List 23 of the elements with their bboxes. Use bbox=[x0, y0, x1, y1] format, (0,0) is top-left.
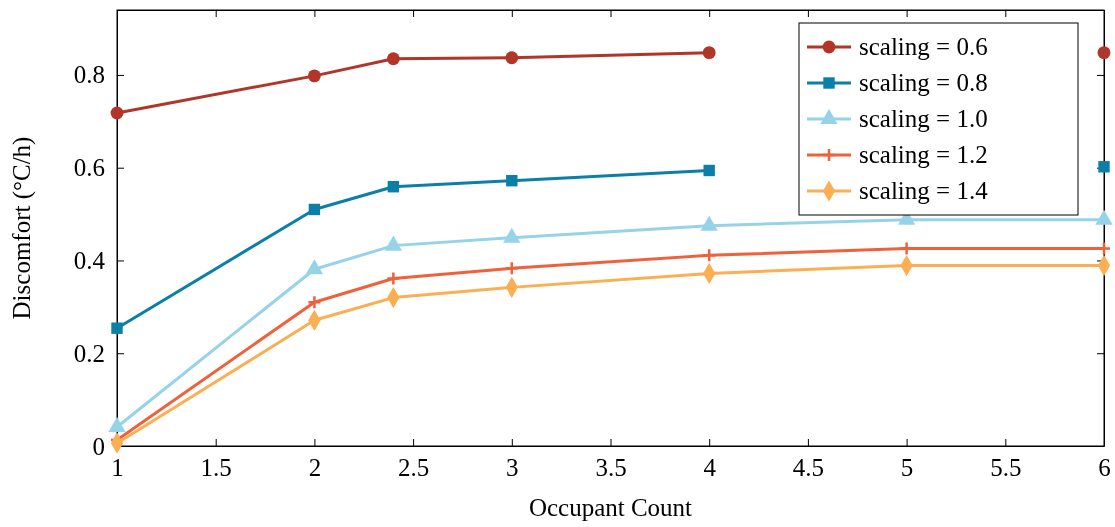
y-tick-label: 0.4 bbox=[73, 246, 106, 274]
x-tick-label: 3 bbox=[506, 453, 519, 481]
x-tick-label: 5.5 bbox=[990, 453, 1022, 481]
x-tick-label: 2 bbox=[308, 453, 322, 481]
y-tick-label: 0.2 bbox=[73, 339, 105, 367]
x-tick-label: 1 bbox=[111, 453, 124, 481]
legend-label: scaling = 0.8 bbox=[859, 69, 988, 96]
legend-label: scaling = 1.2 bbox=[859, 141, 988, 168]
legend-label: scaling = 1.4 bbox=[859, 177, 989, 204]
y-axis-title: Discomfort (°C/h) bbox=[8, 136, 36, 320]
legend-label: scaling = 1.0 bbox=[859, 105, 988, 132]
x-axis-title: Occupant Count bbox=[528, 494, 693, 521]
x-tick-label: 4.5 bbox=[792, 453, 825, 481]
x-tick-label: 3.5 bbox=[595, 453, 627, 481]
x-tick-label: 2.5 bbox=[397, 453, 430, 481]
y-tick-label: 0 bbox=[92, 432, 105, 460]
y-tick-label: 0.6 bbox=[73, 154, 105, 182]
x-tick-label: 4 bbox=[703, 453, 717, 481]
x-tick-label: 6 bbox=[1098, 453, 1111, 481]
legend-label: scaling = 0.6 bbox=[859, 33, 988, 60]
x-tick-label: 1.5 bbox=[200, 453, 232, 481]
y-tick-label: 0.8 bbox=[73, 61, 105, 89]
x-tick-label: 5 bbox=[900, 453, 914, 481]
